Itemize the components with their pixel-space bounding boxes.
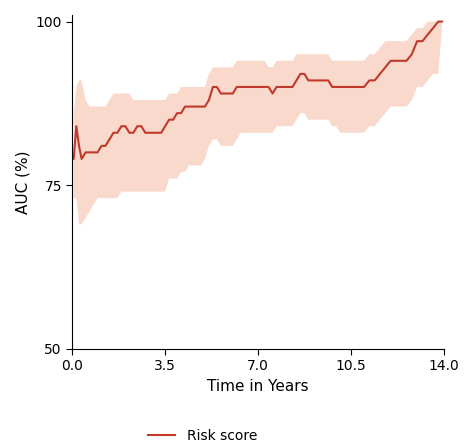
Risk score xyxy=(71,156,76,162)
Risk score xyxy=(115,130,120,135)
Risk score xyxy=(419,38,425,44)
Risk score xyxy=(439,19,445,24)
Risk score xyxy=(174,110,180,116)
Legend: Risk score: Risk score xyxy=(142,423,263,447)
Risk score xyxy=(436,19,441,24)
X-axis label: Time in Years: Time in Years xyxy=(207,379,309,394)
Risk score xyxy=(361,84,367,90)
Y-axis label: AUC (%): AUC (%) xyxy=(15,150,30,214)
Line: Risk score: Risk score xyxy=(73,21,442,159)
Risk score xyxy=(372,78,377,83)
Risk score xyxy=(313,78,319,83)
